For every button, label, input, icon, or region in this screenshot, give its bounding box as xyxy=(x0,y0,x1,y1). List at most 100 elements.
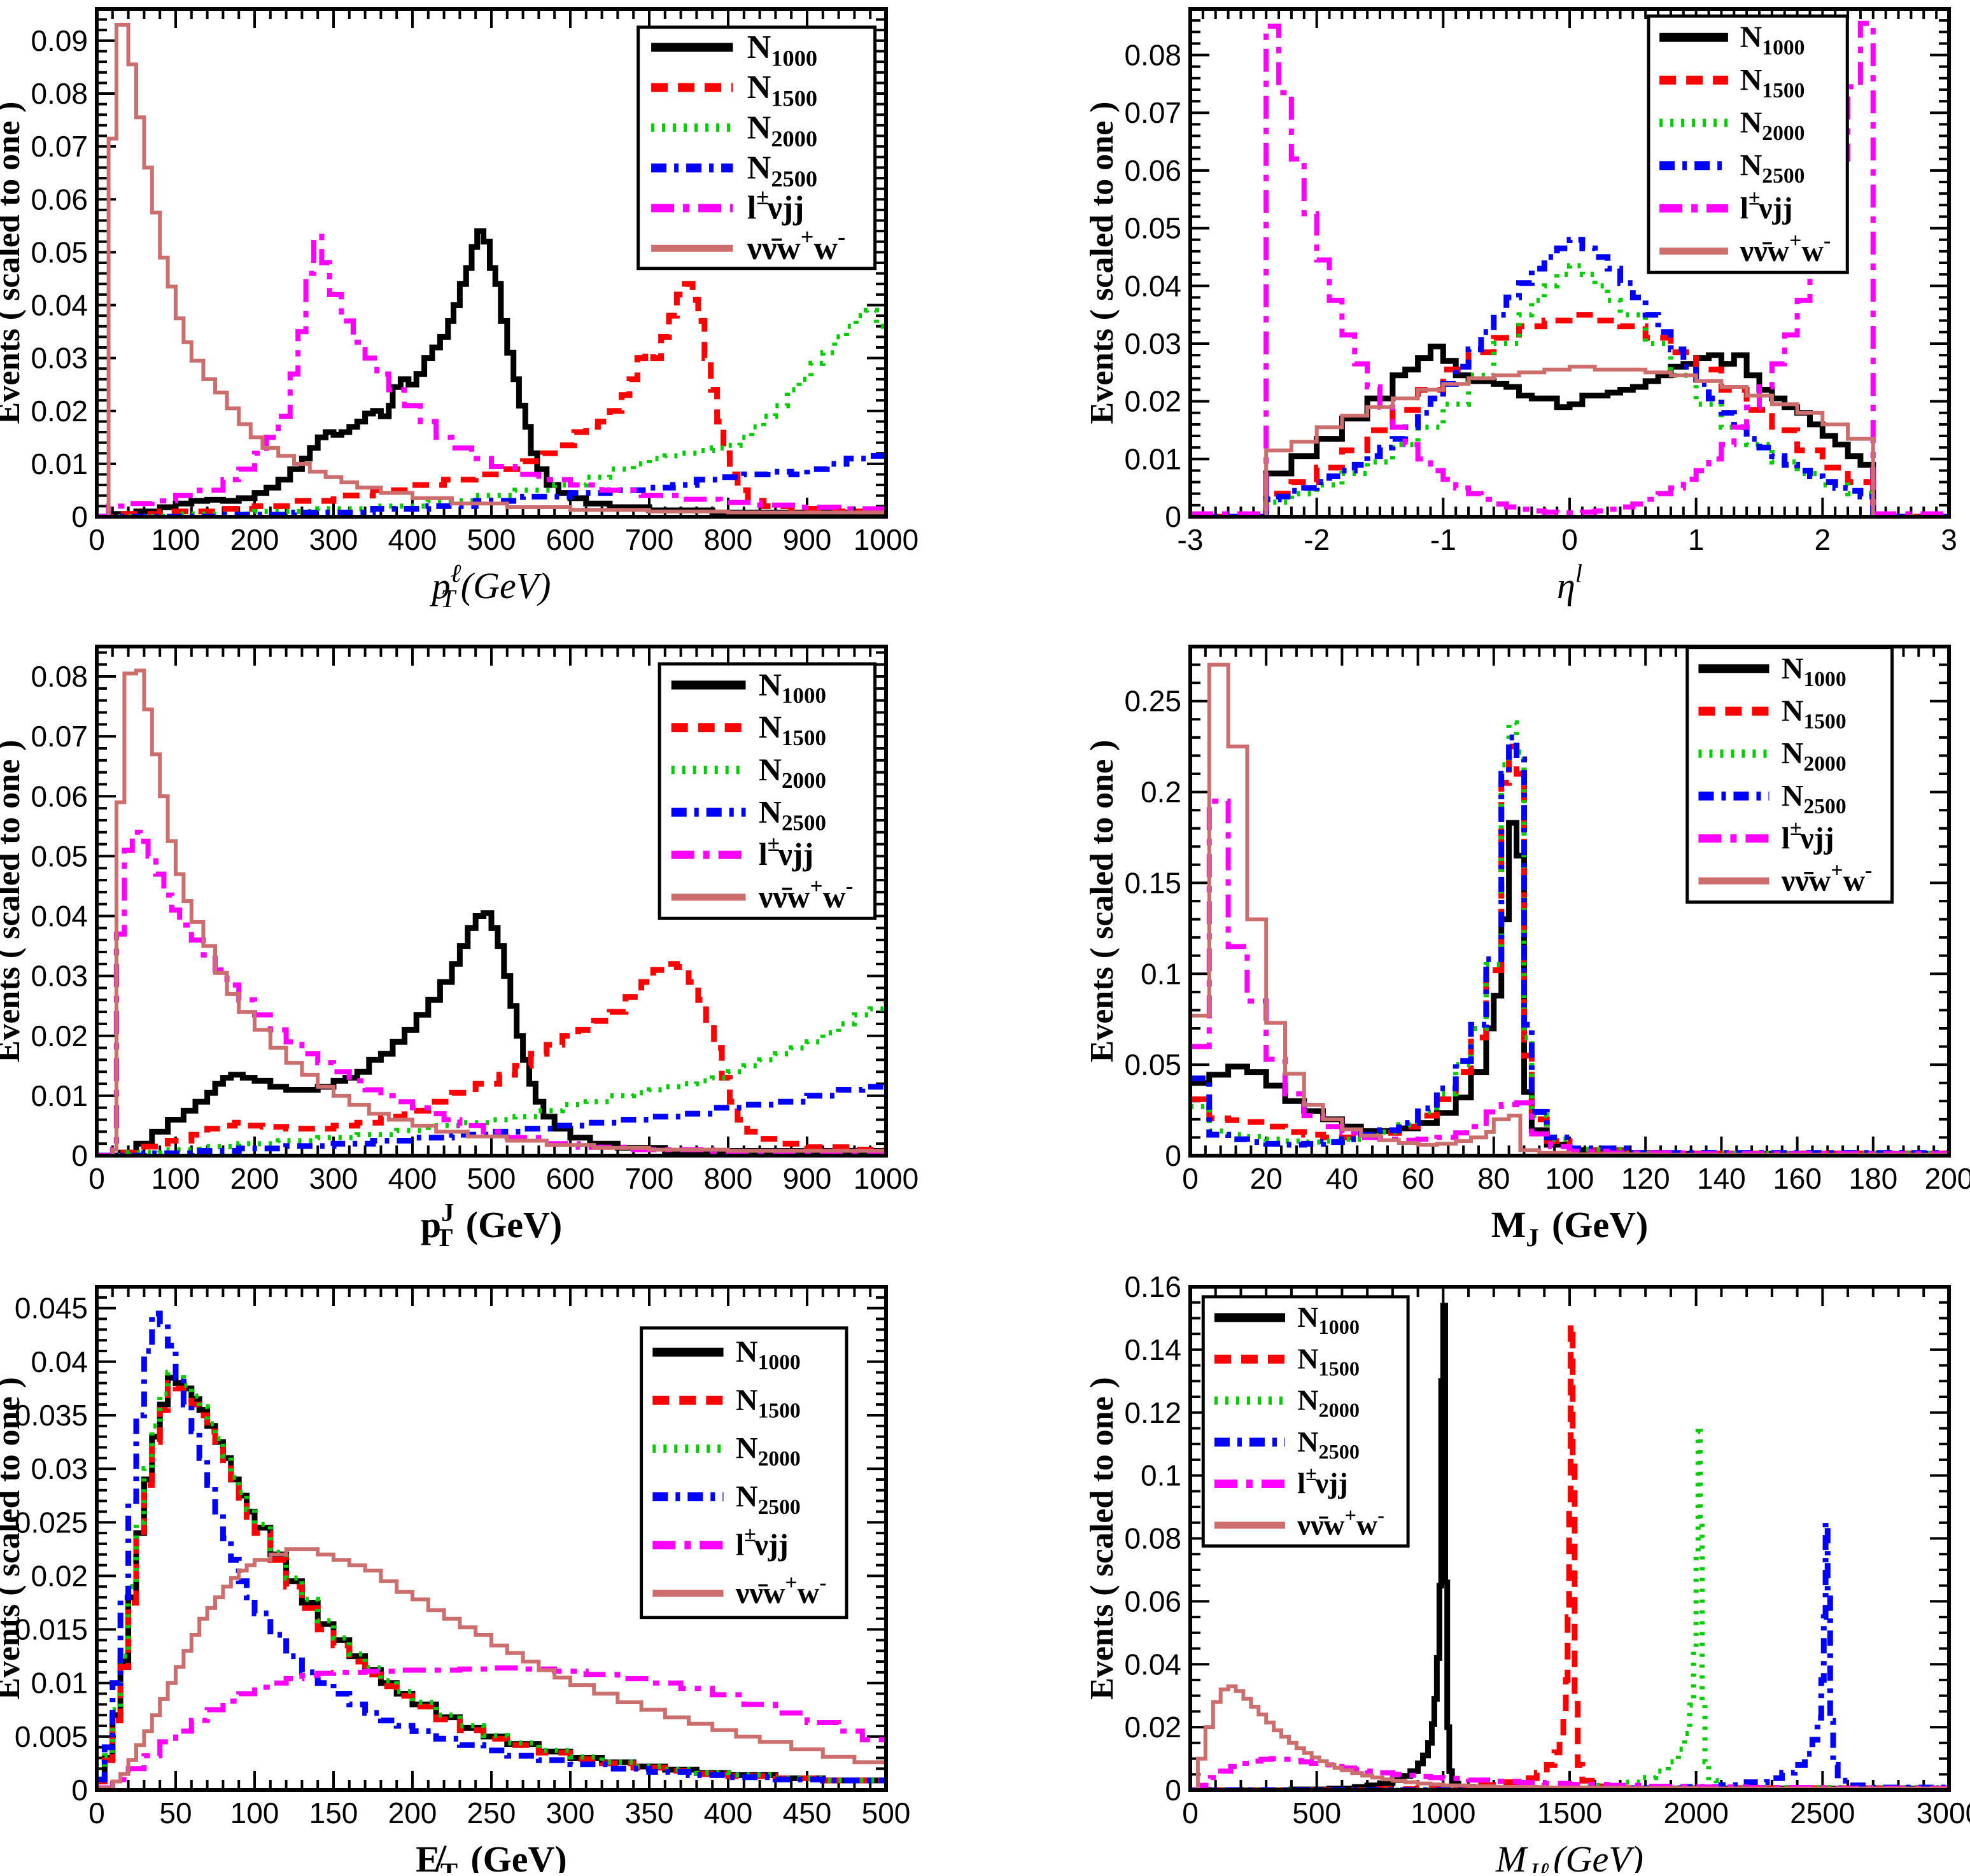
y-tick-label: 0.05 xyxy=(31,839,88,872)
legend-label-N2000: N2000 xyxy=(759,752,826,793)
legend-entry-N2500: N2500 xyxy=(1698,779,1847,818)
y-tick-label: 0.005 xyxy=(15,1720,88,1753)
legend-entry-N2500: N2500 xyxy=(651,150,817,192)
panel-pt-lepton: 0 100 200 300 400 500 600 700 800 900 1000 0 0.01 0.0… xyxy=(0,7,918,613)
legend-label-N2000: N2000 xyxy=(747,109,817,151)
y-tick-label: 0.07 xyxy=(31,130,88,163)
x-tick-label: 3 xyxy=(1941,523,1957,556)
y-axis-title: Events ( scaled to one ) xyxy=(0,740,27,1063)
x-tick-label: 60 xyxy=(1402,1162,1434,1195)
x-tick-label: 500 xyxy=(467,523,516,556)
series-N2000 xyxy=(97,1000,886,1156)
y-axis-title: Events ( scaled to one ) xyxy=(1084,1377,1120,1700)
x-tick-label: 0 xyxy=(88,1162,105,1195)
y-tick-label: 0.06 xyxy=(1124,154,1181,187)
x-tick-label: 1000 xyxy=(854,1162,918,1195)
y-tick-label: 0.06 xyxy=(31,780,88,813)
y-tick-label: 0.025 xyxy=(15,1506,88,1539)
series-lines xyxy=(97,1310,886,1790)
legend-label-N1000: N1000 xyxy=(736,1335,801,1375)
legend-label-N2500: N2500 xyxy=(736,1480,801,1520)
panel-eta-lepton: -3 -2 -1 0 1 2 3 0 0.01 0.02 0.03 0.04 0.05 0.06 0.07 0… xyxy=(1084,7,1957,606)
legend-entry-lvjj: l±νjj xyxy=(652,1523,789,1562)
legend-label-lvjj: l±νjj xyxy=(759,831,813,872)
plot-frame xyxy=(95,645,888,1158)
y-tick-label: 0.25 xyxy=(1124,685,1181,718)
x-tick-label: 150 xyxy=(309,1796,358,1830)
x-tick-label: 100 xyxy=(230,1796,279,1830)
legend-label-N1000: N1000 xyxy=(747,29,817,71)
y-tick-label: 0.01 xyxy=(31,1079,88,1112)
legend-label-N2500: N2500 xyxy=(1740,149,1805,188)
legend-entry-vvww: νν̄w+w- xyxy=(1214,1503,1384,1541)
series-lines xyxy=(1190,20,1949,517)
x-tick-label: 20 xyxy=(1250,1162,1283,1195)
y-tick-label: 0.06 xyxy=(1124,1585,1181,1618)
x-tick-label: 100 xyxy=(1545,1162,1594,1195)
series-lines xyxy=(1190,662,1949,1156)
legend-entry-N1500: N1500 xyxy=(1659,63,1805,102)
x-tick-label: 1 xyxy=(1688,523,1705,556)
legend-label-N1500: N1500 xyxy=(1297,1342,1360,1380)
legend-entry-vvww: νν̄w+w- xyxy=(671,874,853,914)
series-N1500 xyxy=(1190,312,1949,517)
x-tick-label: 2 xyxy=(1815,523,1831,556)
series-lvjj xyxy=(97,1665,886,1790)
series-vvww xyxy=(97,668,886,1156)
legend-label-N1000: N1000 xyxy=(1297,1301,1360,1338)
series-N1000 xyxy=(1190,344,1949,517)
x-tick-label: 600 xyxy=(546,1162,595,1195)
x-tick-label: 1000 xyxy=(854,523,918,556)
y-tick-label: 0.015 xyxy=(15,1613,88,1646)
y-tick-label: 0.08 xyxy=(31,660,88,693)
x-axis-title: pJ T (GeV) xyxy=(421,1198,562,1252)
x-tick-label: 500 xyxy=(467,1162,516,1195)
y-tick-label: 0.1 xyxy=(1141,957,1181,990)
x-tick-label: 500 xyxy=(862,1796,911,1830)
y-tick-label: 0 xyxy=(1165,500,1181,533)
x-tick-label: 50 xyxy=(159,1796,192,1830)
x-tick-label: 40 xyxy=(1326,1162,1358,1195)
legend-entry-N2500: N2500 xyxy=(671,794,826,836)
series-vvww xyxy=(97,1547,886,1790)
legend-entry-N2000: N2000 xyxy=(1698,737,1847,776)
y-tick-label: 0.05 xyxy=(1124,212,1181,245)
axis-tick-labels: 0 100 200 300 400 500 600 700 800 900 1000 0 0.01 0.0… xyxy=(31,24,918,556)
legend-entry-N1000: N1000 xyxy=(1659,20,1805,60)
y-tick-label: 0.02 xyxy=(31,1019,88,1053)
series-lvjj xyxy=(97,829,886,1156)
y-tick-label: 0.04 xyxy=(31,1345,88,1378)
series-N1500 xyxy=(97,281,886,517)
legend-label-N1000: N1000 xyxy=(1740,20,1805,60)
y-tick-label: 0.14 xyxy=(1124,1333,1181,1366)
series-lines xyxy=(97,22,886,517)
x-tick-label: 180 xyxy=(1848,1162,1897,1195)
series-lvjj xyxy=(1190,20,1949,517)
x-tick-label: 200 xyxy=(388,1796,437,1830)
x-tick-label: 800 xyxy=(704,523,753,556)
series-N2500 xyxy=(1190,237,1949,517)
y-tick-label: 0.05 xyxy=(31,235,88,269)
legend-label-vvww: νν̄w+w- xyxy=(1781,859,1873,898)
legend-label-N2500: N2500 xyxy=(1297,1425,1360,1463)
legend-label-N2000: N2000 xyxy=(1782,737,1847,776)
legend-label-lvjj: l±νjj xyxy=(1740,186,1793,225)
x-tick-label: 2000 xyxy=(1663,1796,1728,1830)
panel-mass-jet: 0 20 40 60 80 100 120 140 160 180 200 0 0.05 0.1 0.15 0… xyxy=(1084,645,1970,1252)
panel-missing-et: 0 50 100 150 200 250 300 350 400 450 500 0 0.005 0.01… xyxy=(0,1285,911,1876)
x-tick-label: 0 xyxy=(1182,1162,1199,1195)
y-tick-label: 0.03 xyxy=(31,960,88,993)
axis-tick-labels: 0 100 200 300 400 500 600 700 800 900 1000 0 0.01 0.0… xyxy=(31,660,918,1195)
legend-label-N2000: N2000 xyxy=(1297,1384,1360,1422)
x-tick-label: 300 xyxy=(309,1162,358,1195)
legend-label-vvww: νν̄w+w- xyxy=(1297,1503,1384,1541)
y-tick-label: 0 xyxy=(71,1139,88,1172)
x-tick-label: 0 xyxy=(88,523,105,556)
series-N1000 xyxy=(97,910,886,1156)
legend-label-N2000: N2000 xyxy=(1740,106,1805,145)
